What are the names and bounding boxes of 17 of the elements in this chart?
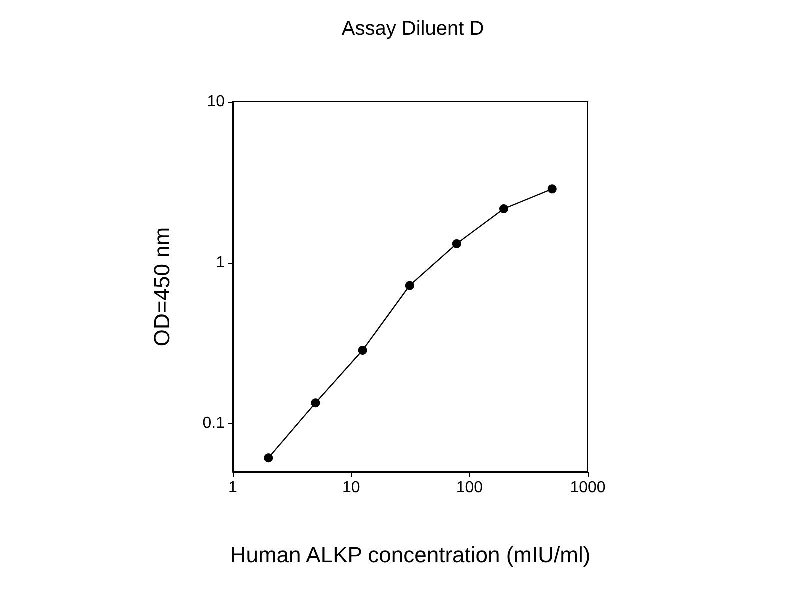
point	[311, 398, 320, 408]
chart-title: Assay Diluent D	[342, 18, 484, 40]
x-tick-label: 10	[342, 480, 360, 496]
y-tick-label: 0.1	[202, 415, 226, 432]
y-axis-title: OD=450 nm	[150, 227, 174, 347]
x-tick-label: 1	[228, 480, 238, 496]
point	[548, 184, 557, 194]
x-axis-title: Human ALKP concentration (mIU/ml)	[230, 542, 591, 568]
x-tick-label: 1000	[570, 480, 606, 496]
point	[358, 346, 368, 355]
y-tick-label: 10	[207, 94, 226, 110]
point	[264, 454, 274, 463]
point	[405, 281, 414, 290]
point	[499, 204, 508, 214]
y-tick-label: 1	[216, 254, 226, 272]
point	[452, 239, 462, 248]
x-tick-label: 100	[456, 480, 484, 496]
